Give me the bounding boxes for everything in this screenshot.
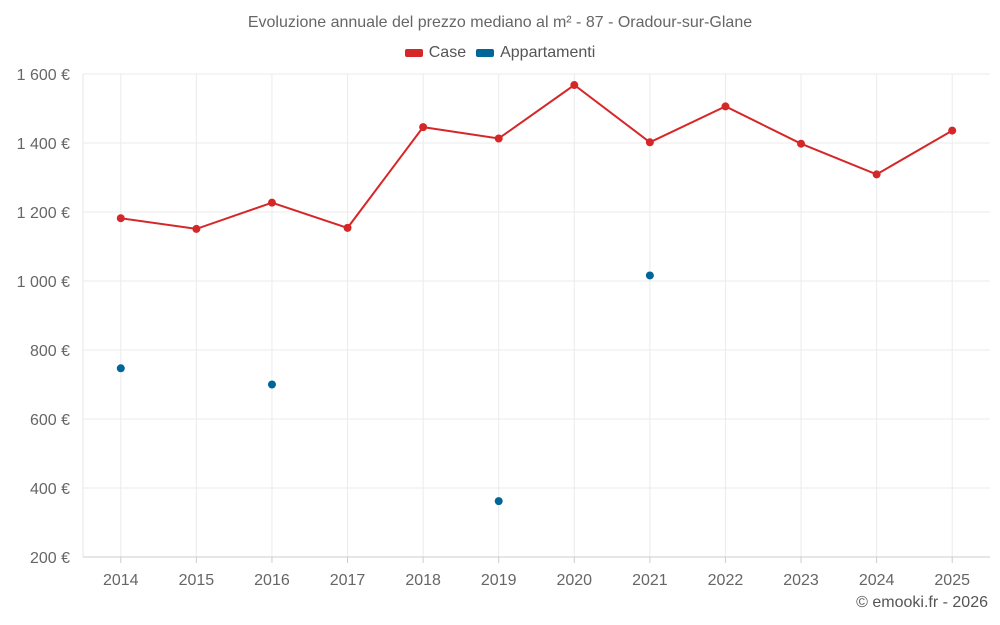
x-tick-label: 2020 xyxy=(556,572,592,589)
y-tick-label: 400 € xyxy=(30,481,70,498)
series-appartamenti xyxy=(116,271,654,506)
x-tick-label: 2016 xyxy=(254,572,290,589)
data-point-appartamenti xyxy=(267,380,276,389)
data-point-case xyxy=(721,102,730,111)
data-point-case xyxy=(948,126,957,135)
legend-item-appartamenti[interactable]: Appartamenti xyxy=(476,44,595,62)
data-point-case xyxy=(797,139,806,148)
legend-swatch-appartamenti xyxy=(476,49,495,57)
series-line-case xyxy=(120,83,953,230)
legend-swatch-case xyxy=(404,49,423,57)
chart-title: Evoluzione annuale del prezzo mediano al… xyxy=(247,14,753,31)
data-point-case xyxy=(645,138,654,147)
y-tick-label: 1 000 € xyxy=(17,274,70,291)
data-point-case xyxy=(343,223,352,232)
legend-label-appartamenti: Appartamenti xyxy=(500,44,596,61)
x-tick-label: 2014 xyxy=(103,572,139,589)
data-point-case xyxy=(419,123,428,132)
grid xyxy=(83,73,990,557)
x-tick-label: 2022 xyxy=(708,572,744,589)
credit-text: © emooki.fr - 2026 xyxy=(856,594,988,611)
data-point-appartamenti xyxy=(494,497,503,506)
x-tick-label: 2021 xyxy=(632,572,668,589)
series-layer xyxy=(116,81,957,506)
data-point-case xyxy=(116,214,125,223)
x-tick-label: 2015 xyxy=(179,572,215,589)
y-tick-label: 600 € xyxy=(30,412,70,429)
x-tick-label: 2025 xyxy=(934,572,970,589)
data-point-case xyxy=(494,134,503,143)
y-tick-label: 800 € xyxy=(30,343,70,360)
series-case xyxy=(116,81,957,233)
data-point-appartamenti xyxy=(116,364,125,373)
y-tick-label: 1 600 € xyxy=(17,67,70,84)
y-tick-label: 200 € xyxy=(30,550,70,567)
data-point-case xyxy=(872,170,881,179)
legend: Case Appartamenti xyxy=(0,44,1000,62)
data-point-case xyxy=(570,81,579,90)
y-tick-label: 1 400 € xyxy=(17,136,70,153)
axes: 200 € 400 € 600 € 800 € 1 000 € 1 200 € 1 400 … xyxy=(17,67,990,589)
data-point-appartamenti xyxy=(645,271,654,280)
y-tick-label: 1 200 € xyxy=(17,205,70,222)
data-point-case xyxy=(192,224,201,233)
data-point-case xyxy=(267,198,276,207)
x-tick-label: 2024 xyxy=(859,572,895,589)
x-tick-label: 2019 xyxy=(481,572,517,589)
x-tick-label: 2017 xyxy=(330,572,366,589)
legend-label-case: Case xyxy=(428,44,467,61)
x-tick-label: 2023 xyxy=(783,572,819,589)
x-tick-label: 2018 xyxy=(405,572,441,589)
legend-item-case[interactable]: Case xyxy=(404,44,467,62)
